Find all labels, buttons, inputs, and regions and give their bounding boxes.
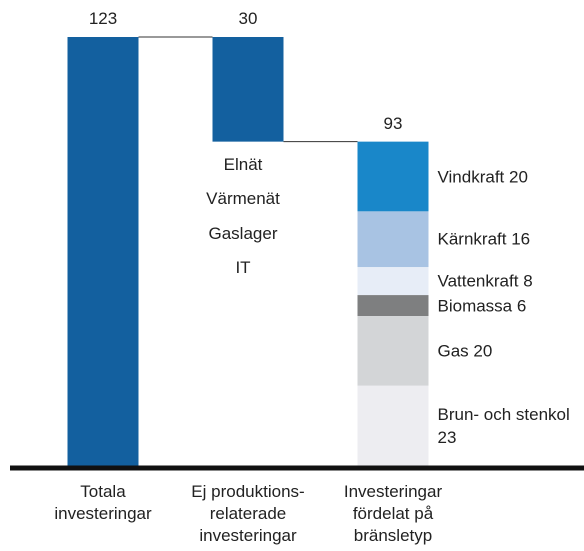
segment-label: Gas 20 bbox=[438, 339, 578, 362]
category-label: Totala investeringar bbox=[54, 481, 151, 525]
segment-name: Kärnkraft bbox=[437, 229, 507, 249]
category-line: investeringar bbox=[54, 503, 151, 525]
segment bbox=[357, 295, 429, 317]
category-line: bränsletyp bbox=[344, 525, 442, 547]
category-text: fördelat på bbox=[352, 504, 434, 523]
value-label-text: 30 bbox=[238, 9, 258, 28]
segment-value: 8 bbox=[523, 271, 533, 291]
segment-name: Vindkraft bbox=[437, 167, 505, 186]
annotation: Värmenät bbox=[206, 188, 280, 210]
segment-label: Biomassa 6 bbox=[438, 294, 578, 317]
category-text: investeringar bbox=[54, 504, 152, 523]
category-line: fördelat på bbox=[344, 503, 442, 525]
segment bbox=[357, 316, 429, 386]
category-label: Investeringar fördelat på bränsletyp bbox=[344, 481, 442, 547]
value-label: 93 bbox=[384, 113, 403, 135]
category-line: investeringar bbox=[191, 525, 304, 547]
segment bbox=[357, 267, 429, 296]
annotation: Gaslager bbox=[209, 223, 278, 245]
segment-label: Vattenkraft 8 bbox=[438, 270, 578, 293]
segment-name: Vattenkraft bbox=[437, 271, 519, 291]
bar bbox=[67, 37, 139, 466]
category-text: investeringar bbox=[199, 526, 297, 545]
annotation-text: Elnät bbox=[223, 154, 263, 174]
category-label: Ej produktions-relaterade investeringar bbox=[191, 481, 304, 547]
segment bbox=[357, 141, 429, 212]
value-label: 30 bbox=[239, 8, 258, 30]
value-label-text: 93 bbox=[383, 113, 403, 133]
category-line: Ej produktions- bbox=[191, 481, 304, 503]
category-text: relaterade bbox=[209, 504, 287, 523]
annotation: Elnät bbox=[224, 154, 263, 176]
segment-label: Brun- och stenkol 23 bbox=[438, 403, 578, 449]
annotation-text: IT bbox=[235, 258, 251, 278]
category-text: Ej produktions- bbox=[191, 482, 305, 501]
segment-value: 6 bbox=[516, 296, 527, 316]
annotation: IT bbox=[235, 257, 250, 279]
segment-label: Vindkraft 20 bbox=[438, 165, 578, 188]
value-label-text: 123 bbox=[88, 9, 118, 28]
category-text: Totala bbox=[80, 482, 126, 501]
segment-value: 20 bbox=[509, 167, 528, 186]
bar bbox=[212, 37, 284, 142]
annotation-text: Värmenät bbox=[206, 189, 280, 209]
category-text: Investeringar bbox=[343, 482, 443, 501]
segment-value: 20 bbox=[473, 341, 493, 361]
segment-name: Brun- och stenkol bbox=[437, 404, 570, 424]
annotation-text: Gaslager bbox=[208, 223, 278, 243]
segment bbox=[357, 211, 429, 268]
value-label: 123 bbox=[89, 8, 117, 30]
segment-label: Kärnkraft 16 bbox=[438, 228, 578, 251]
category-line: Investeringar bbox=[344, 481, 442, 503]
segment-value: 23 bbox=[437, 427, 457, 447]
category-line: relaterade bbox=[191, 503, 304, 525]
segment-name: Gas bbox=[437, 341, 469, 361]
segment bbox=[357, 385, 429, 466]
segment-name: Biomassa bbox=[437, 296, 513, 316]
segment-value: 16 bbox=[511, 229, 531, 249]
category-line: Totala bbox=[54, 481, 151, 503]
category-text: bränsletyp bbox=[353, 526, 433, 545]
